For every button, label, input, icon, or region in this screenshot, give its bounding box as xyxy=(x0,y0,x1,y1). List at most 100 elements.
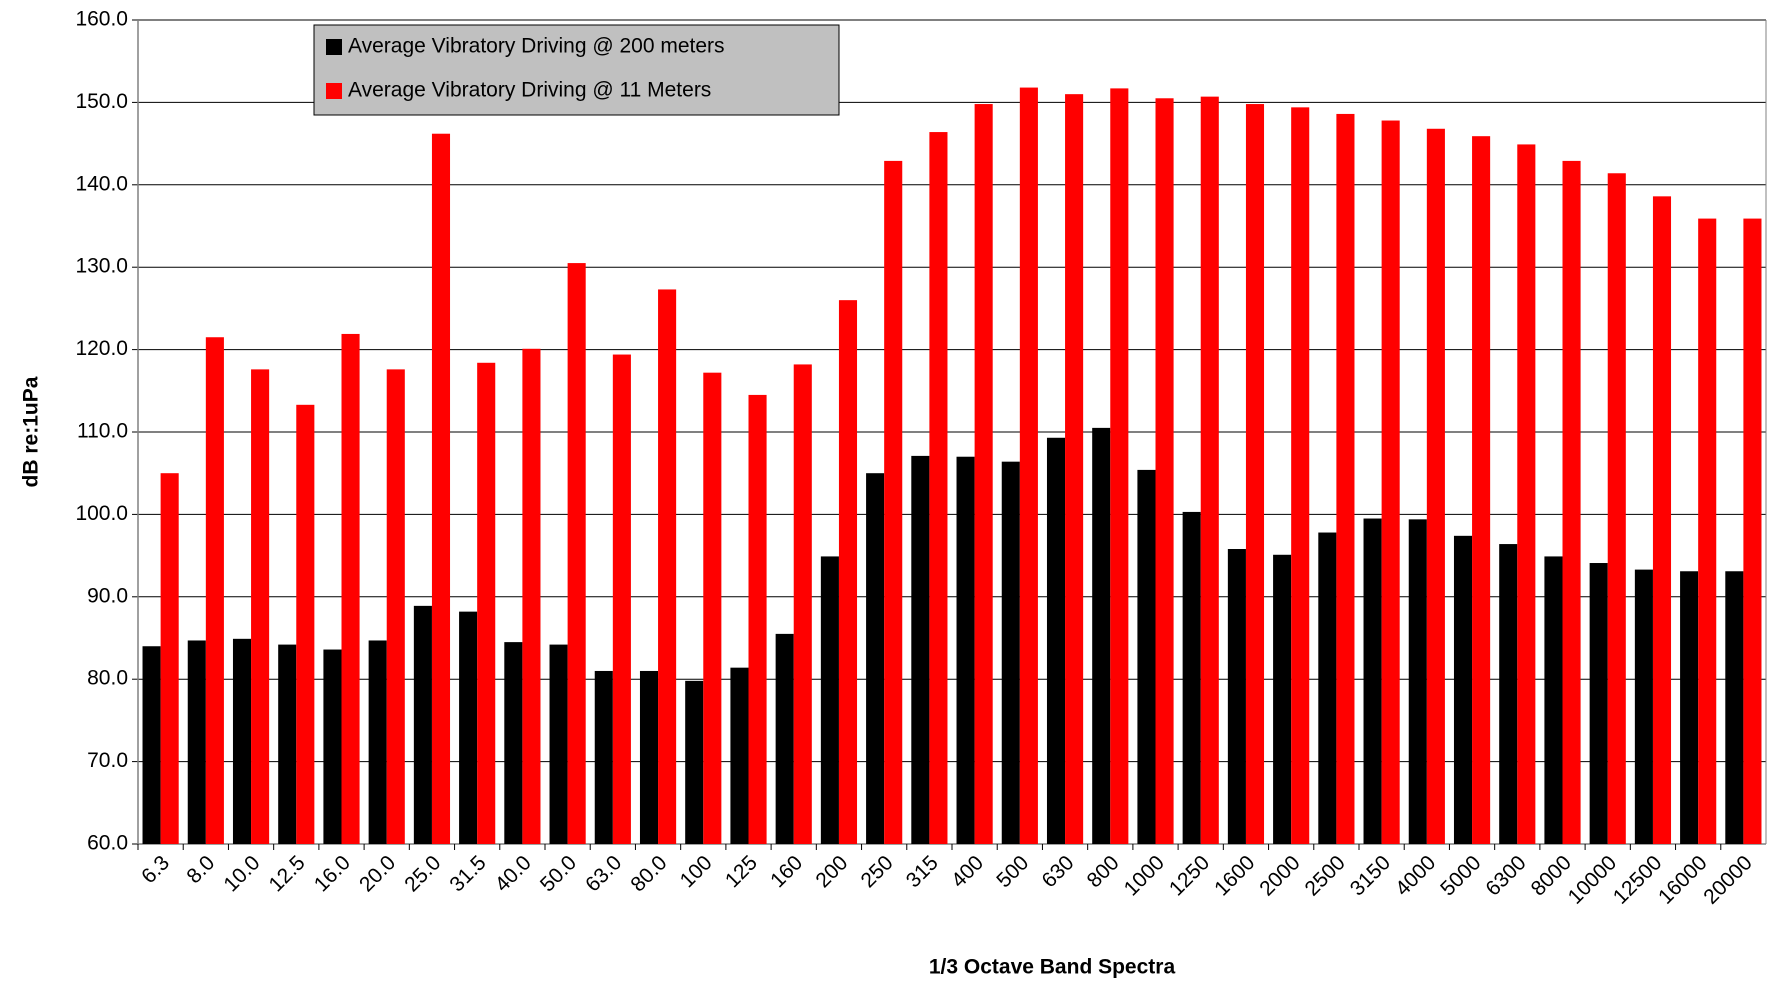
x-tick-label: 20000 xyxy=(1699,851,1757,909)
x-tick-label: 80.0 xyxy=(626,851,671,896)
bar xyxy=(1001,461,1020,844)
bar xyxy=(1065,94,1084,844)
bar xyxy=(612,354,631,844)
bar xyxy=(142,646,161,844)
x-tick-label: 16.0 xyxy=(310,851,355,896)
bar xyxy=(1680,571,1699,844)
bar xyxy=(884,160,903,845)
y-tick-label: 160.0 xyxy=(75,8,128,31)
bar xyxy=(296,404,315,844)
bar xyxy=(323,649,342,844)
bar xyxy=(956,456,975,844)
x-tick-label: 3150 xyxy=(1346,851,1395,900)
y-tick-label: 130.0 xyxy=(75,255,128,278)
bar xyxy=(205,337,224,844)
x-tick-label: 12500 xyxy=(1609,851,1667,909)
bar xyxy=(341,333,360,844)
bar xyxy=(1110,88,1129,845)
y-tick-label: 90.0 xyxy=(87,584,128,607)
x-tick-label: 25.0 xyxy=(400,851,445,896)
bar xyxy=(187,640,206,844)
x-tick-label: 100 xyxy=(676,851,717,892)
bar xyxy=(793,364,812,844)
x-tick-label: 50.0 xyxy=(536,851,581,896)
bar xyxy=(251,369,270,844)
bar xyxy=(1046,437,1066,844)
bar xyxy=(1363,518,1382,844)
y-tick-label: 60.0 xyxy=(87,832,128,855)
x-tick-label: 500 xyxy=(992,851,1033,892)
bar xyxy=(1725,571,1744,844)
bar xyxy=(386,369,405,844)
legend-label: Average Vibratory Driving @ 11 Meters xyxy=(348,79,711,102)
x-tick-label: 160 xyxy=(766,851,807,892)
bar xyxy=(504,642,523,844)
legend-swatch xyxy=(326,83,342,99)
x-tick-label: 1250 xyxy=(1165,851,1214,900)
bar xyxy=(1634,569,1653,844)
x-axis-title: 1/3 Octave Band Spectra xyxy=(929,956,1176,979)
bar xyxy=(413,605,432,844)
y-tick-label: 150.0 xyxy=(75,90,128,113)
bar xyxy=(1182,511,1201,844)
y-tick-label: 110.0 xyxy=(77,420,128,443)
bar xyxy=(820,556,839,844)
bar xyxy=(748,394,767,844)
x-tick-label: 2500 xyxy=(1301,851,1350,900)
y-tick-label: 120.0 xyxy=(75,337,128,360)
bar xyxy=(567,263,586,845)
bar xyxy=(160,473,179,844)
bar xyxy=(1318,532,1337,844)
bar xyxy=(1019,87,1038,845)
bar xyxy=(730,667,749,844)
bar xyxy=(1291,107,1310,845)
bar xyxy=(522,348,541,844)
bar xyxy=(1137,469,1156,844)
x-tick-label: 800 xyxy=(1083,851,1124,892)
bar xyxy=(1517,144,1536,844)
x-tick-label: 400 xyxy=(947,851,988,892)
bar xyxy=(1607,173,1626,845)
x-tick-label: 1000 xyxy=(1120,851,1169,900)
x-tick-label: 2000 xyxy=(1255,851,1304,900)
bar xyxy=(1453,535,1473,844)
y-axis-title: dB re:1uPa xyxy=(20,376,43,487)
x-tick-label: 10000 xyxy=(1564,851,1622,909)
bar xyxy=(1589,563,1608,844)
x-tick-label: 20.0 xyxy=(355,851,400,896)
x-tick-label: 5000 xyxy=(1436,851,1485,900)
x-tick-label: 315 xyxy=(902,851,943,892)
bar xyxy=(594,670,613,844)
bar xyxy=(431,133,451,844)
bar xyxy=(1499,544,1518,844)
y-tick-label: 70.0 xyxy=(87,749,128,772)
bar xyxy=(459,611,478,844)
x-tick-label: 31.5 xyxy=(445,851,490,896)
x-tick-label: 4000 xyxy=(1391,851,1440,900)
bar xyxy=(866,473,885,844)
bar xyxy=(911,455,930,844)
bar xyxy=(1381,120,1400,844)
bar xyxy=(775,633,794,844)
bar xyxy=(685,680,704,844)
bar xyxy=(838,300,858,844)
bar xyxy=(658,289,677,844)
bar xyxy=(1698,218,1717,845)
x-tick-label: 8.0 xyxy=(182,851,219,888)
bar xyxy=(549,644,568,844)
bar xyxy=(703,372,722,844)
x-tick-label: 10.0 xyxy=(219,851,264,896)
bar xyxy=(1273,554,1292,844)
x-tick-label: 125 xyxy=(721,851,762,892)
bar xyxy=(1562,160,1581,845)
bar xyxy=(1472,136,1491,844)
bar xyxy=(278,644,297,844)
x-tick-label: 630 xyxy=(1037,851,1078,892)
bar xyxy=(1155,98,1174,844)
x-tick-label: 1600 xyxy=(1210,851,1259,900)
y-tick-label: 80.0 xyxy=(87,667,128,690)
bar xyxy=(1227,549,1246,844)
x-tick-label: 200 xyxy=(811,851,852,892)
bar xyxy=(1408,519,1427,844)
bar xyxy=(1544,556,1563,844)
